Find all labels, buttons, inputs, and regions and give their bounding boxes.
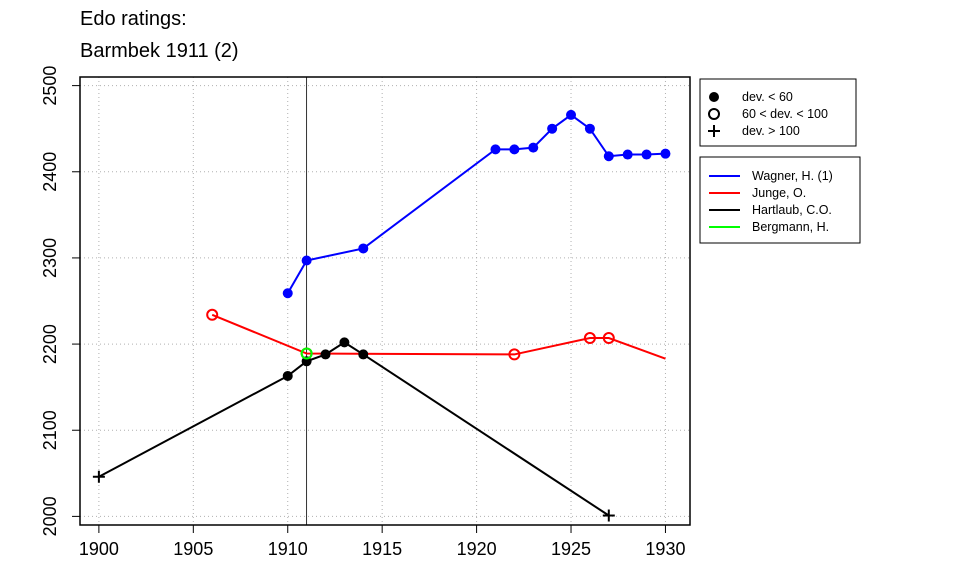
- legend-label: 60 < dev. < 100: [742, 107, 828, 121]
- legend-label: Junge, O.: [752, 186, 806, 200]
- series-layer: [92, 109, 671, 522]
- x-tick-label: 1925: [551, 539, 591, 559]
- y-tick-label: 2100: [40, 410, 60, 450]
- legend-label: dev. < 60: [742, 90, 793, 104]
- data-point: [602, 509, 615, 522]
- series-wagner-h-1: [282, 109, 671, 299]
- series-hartlaub-c-o: [92, 337, 615, 522]
- x-tick-label: 1910: [268, 539, 308, 559]
- data-point: [708, 125, 720, 137]
- legend-label: Bergmann, H.: [752, 220, 829, 234]
- legend-label: Wagner, H. (1): [752, 169, 833, 183]
- data-point: [300, 347, 313, 360]
- data-point: [641, 149, 652, 160]
- data-point: [92, 470, 105, 483]
- data-point: [509, 144, 520, 155]
- data-point: [206, 308, 219, 321]
- data-point: [320, 349, 331, 360]
- data-point: [282, 370, 293, 381]
- x-tick-label: 1920: [457, 539, 497, 559]
- data-point: [709, 92, 719, 102]
- data-point: [583, 332, 596, 345]
- data-point: [566, 109, 577, 120]
- chart-subtitle: Barmbek 1911 (2): [80, 40, 239, 62]
- data-point: [603, 151, 614, 162]
- data-point: [339, 337, 350, 348]
- series-legend: Wagner, H. (1) Junge, O. Hartlaub, C.O. Ber…: [699, 156, 861, 244]
- marker-legend: dev. < 60 60 < dev. < 100 dev. > 100: [699, 78, 857, 147]
- data-point: [282, 288, 293, 299]
- data-point: [508, 348, 521, 361]
- data-point: [301, 255, 312, 266]
- data-point: [490, 144, 501, 155]
- data-point: [622, 149, 633, 160]
- data-point: [358, 243, 369, 254]
- y-tick-label: 2500: [40, 66, 60, 106]
- data-point: [547, 123, 558, 134]
- y-tick-label: 2000: [40, 496, 60, 536]
- x-tick-label: 1900: [79, 539, 119, 559]
- x-tick-label: 1915: [362, 539, 402, 559]
- legend-label: Hartlaub, C.O.: [752, 203, 832, 217]
- y-tick-label: 2200: [40, 324, 60, 364]
- data-point: [528, 142, 539, 153]
- chart-title: Edo ratings:: [80, 8, 187, 30]
- series-junge-o: [206, 308, 666, 361]
- x-tick-label: 1905: [173, 539, 213, 559]
- series-bergmann-h: [300, 347, 313, 360]
- data-point: [660, 148, 671, 159]
- legend-label: dev. > 100: [742, 124, 800, 138]
- data-point: [708, 108, 720, 120]
- series-line: [211, 313, 666, 360]
- x-tick-label: 1930: [645, 539, 685, 559]
- data-point: [602, 332, 615, 345]
- plot-frame: [79, 76, 691, 526]
- y-tick-label: 2400: [40, 152, 60, 192]
- data-point: [584, 123, 595, 134]
- grid-lines: [80, 77, 690, 525]
- data-point: [358, 349, 369, 360]
- y-tick-label: 2300: [40, 238, 60, 278]
- series-line: [98, 341, 610, 517]
- y-axis: 2000 2100 2200 2300 2400 2500: [40, 66, 80, 536]
- x-axis: 1900 1905 1910 1915 1920 1925 1930: [79, 525, 685, 559]
